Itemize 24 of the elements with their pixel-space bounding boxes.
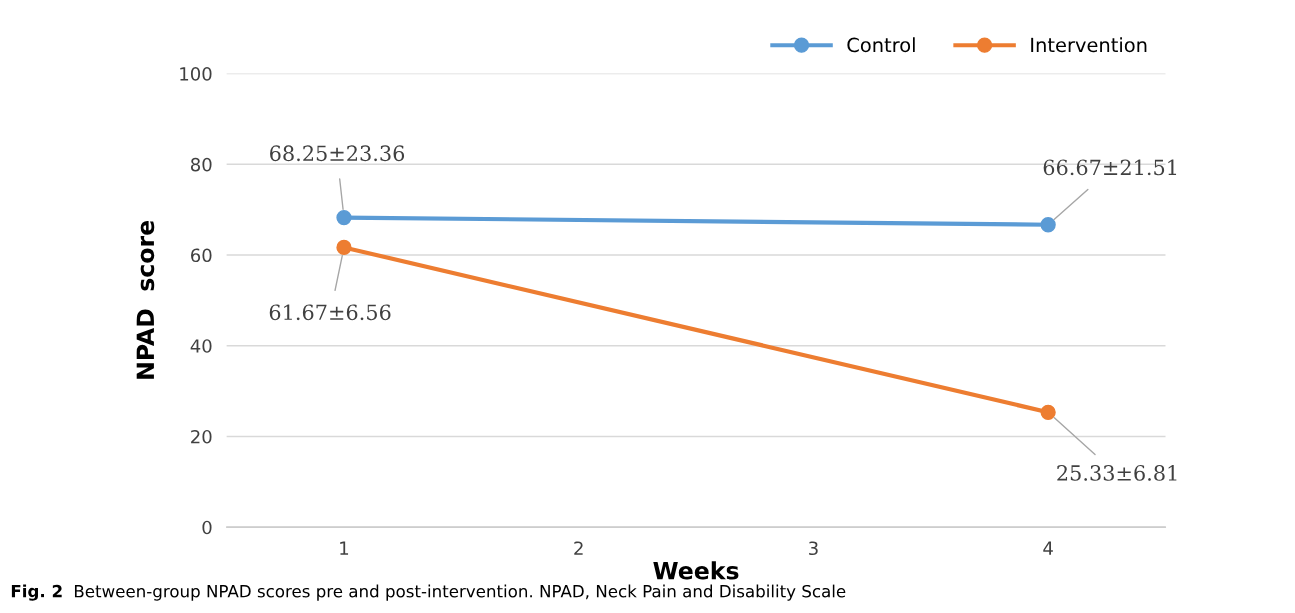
- y-tick-label: 40: [190, 339, 212, 353]
- text: Between-group NPAD scores pre and post-intervention. NPAD, Neck Pain and Disability Scale: [74, 584, 846, 601]
- data-label: 61.67±6.56: [269, 304, 391, 321]
- y-tick-label: 80: [190, 157, 212, 172]
- legend-label: Intervention: [1031, 37, 1147, 53]
- data-label: 66.67±21.51: [1043, 159, 1177, 176]
- caption: Fig. 2: [11, 584, 62, 601]
- point: [336, 209, 352, 226]
- data-label: 25.33±6.81: [1057, 465, 1177, 481]
- point: [1040, 217, 1056, 233]
- x-tick-label: 1: [340, 541, 349, 555]
- data-label: 68.25±23.36: [270, 145, 405, 162]
- y-tick-label: 20: [191, 429, 212, 444]
- x-tick-label: 2: [574, 541, 583, 555]
- y-tick-label: 0: [202, 520, 212, 535]
- x-tick-label: 4: [1043, 541, 1053, 555]
- y-tick-label: 100: [180, 67, 212, 81]
- point: [1040, 404, 1056, 420]
- y-tick-label: 60: [191, 248, 212, 263]
- point: [336, 239, 352, 256]
- x-tick-label: 3: [809, 541, 818, 556]
- x-axis-title: Weeks: [653, 561, 739, 580]
- legend-label: Control: [847, 37, 915, 53]
- y-axis-title: NPAD score: [136, 220, 155, 379]
